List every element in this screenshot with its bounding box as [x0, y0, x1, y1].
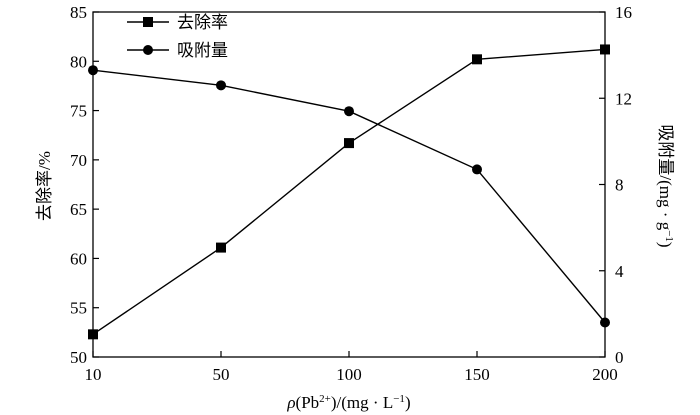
legend-label: 去除率 — [177, 13, 228, 32]
y-left-tick-label: 70 — [70, 151, 87, 170]
y-axis-right-title: 吸附量/(mg · g−1) — [656, 124, 675, 247]
data-point-circle — [472, 164, 482, 175]
y-right-tick-label: 8 — [615, 176, 624, 195]
series-lines — [92, 48, 606, 335]
legend-label: 吸附量 — [177, 41, 228, 60]
legend-marker-square — [143, 17, 153, 27]
x-tick-label: 10 — [85, 365, 102, 384]
data-point-square — [216, 242, 226, 253]
data-point-square — [472, 54, 482, 65]
x-axis-title-open: (Pb — [296, 393, 320, 412]
y-left-tick-label: 85 — [70, 3, 87, 22]
x-axis-title-close: ) — [405, 393, 411, 412]
series-markers — [88, 44, 610, 340]
y-right-tick-label: 0 — [615, 348, 624, 367]
x-axis-title-rho: ρ — [286, 393, 295, 412]
x-axis-title: ρ(Pb2+)/(mg · L−1) — [286, 393, 410, 412]
y-left-tick-label: 50 — [70, 348, 87, 367]
x-tick-label: 150 — [464, 365, 490, 384]
y-axis-right-title-main: 吸附量/(mg · g — [656, 124, 675, 230]
x-tick-label: 200 — [592, 365, 618, 384]
y-right-tick-label: 16 — [615, 3, 632, 22]
y-right-tick-label: 12 — [615, 89, 632, 108]
y-left-tick-label: 75 — [70, 102, 87, 121]
data-point-square — [88, 329, 98, 340]
legend-marker-circle — [143, 45, 153, 55]
plot-frame — [92, 11, 606, 358]
series-line-1 — [92, 48, 606, 335]
data-point-circle — [216, 80, 226, 91]
y-left-tick-label: 65 — [70, 200, 87, 219]
x-axis-title-l-sup: −1 — [393, 393, 405, 405]
data-point-square — [600, 44, 610, 55]
x-tick-label: 100 — [336, 365, 362, 384]
y-axis-right-title-end: ) — [656, 242, 675, 248]
x-axis-title-mid: )/(mg · L — [331, 393, 393, 412]
y-axis-right-title-sup: −1 — [663, 230, 675, 242]
data-point-circle — [600, 317, 610, 328]
data-point-circle — [344, 106, 354, 117]
y-right-tick-label: 4 — [615, 262, 624, 281]
y-left-tick-label: 80 — [70, 52, 87, 71]
x-tick-label: 50 — [213, 365, 230, 384]
x-axis-title-pb-sup: 2+ — [319, 393, 331, 405]
data-point-circle — [88, 65, 98, 76]
y-left-tick-label: 55 — [70, 299, 87, 318]
data-point-square — [344, 138, 354, 149]
y-left-tick-label: 60 — [70, 249, 87, 268]
y-axis-left-title: 去除率/% — [35, 151, 54, 221]
